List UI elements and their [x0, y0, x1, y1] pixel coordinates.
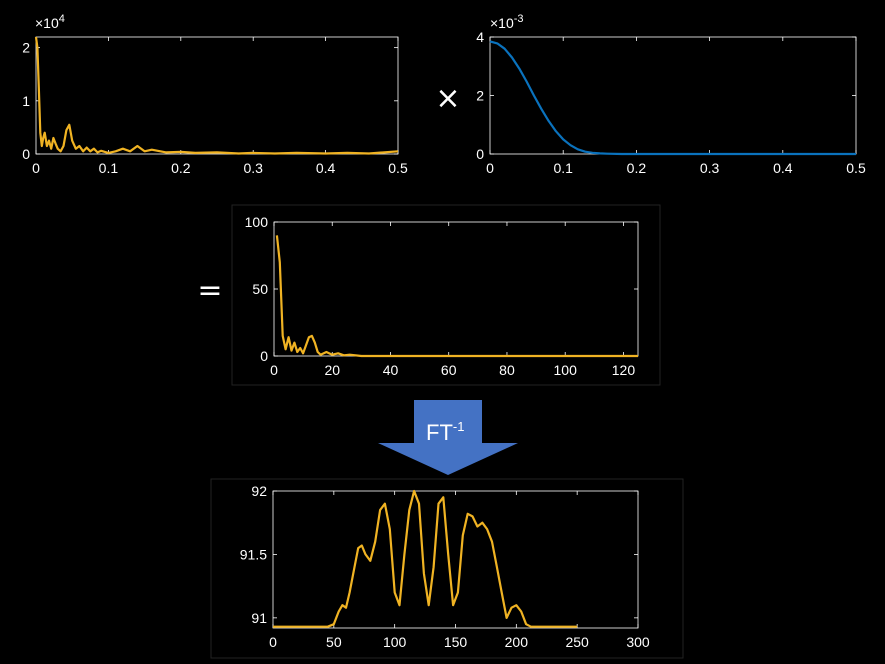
x-tick-label: 80 [499, 362, 515, 378]
x-tick-label: 0 [269, 634, 277, 650]
x-tick-label: 0.1 [553, 160, 573, 176]
x-tick-label: 0 [486, 160, 494, 176]
x-tick-label: 40 [383, 362, 399, 378]
x-tick-label: 0.4 [773, 160, 793, 176]
filter-chart: ×10-3 0 0.1 0.2 0.3 0.4 0.5 0 2 4 [476, 13, 866, 176]
arrow-shape [378, 400, 518, 475]
spectrum-exponent-label: ×104 [35, 13, 65, 31]
x-tick-label: 100 [383, 634, 407, 650]
filter-exponent-label: ×10-3 [490, 13, 524, 31]
x-tick-label: 0.4 [316, 160, 336, 176]
x-tick-label: 200 [505, 634, 529, 650]
inverse-transform-arrow: FT-1 [378, 400, 518, 475]
x-tick-label: 0.5 [846, 160, 866, 176]
series-line [34, 36, 399, 155]
spectrum-chart: ×104 0 0.1 0.2 0.3 0.4 0.5 0 1 2 [22, 13, 408, 176]
x-tick-label: 0.2 [627, 160, 647, 176]
x-tick-label: 20 [324, 362, 340, 378]
x-tick-label: 100 [554, 362, 578, 378]
plot-axes-box [489, 36, 857, 155]
multiply-operator: × [435, 81, 460, 116]
x-tick-label: 0 [32, 160, 40, 176]
x-tick-label: 300 [626, 634, 650, 650]
x-tick-label: 50 [326, 634, 342, 650]
plot-axes-box [272, 490, 639, 629]
series-line [273, 489, 578, 628]
plot-axes-box [273, 221, 639, 357]
x-tick-label: 0.1 [99, 160, 119, 176]
x-tick-label: 0 [270, 362, 278, 378]
x-tick-label: 150 [444, 634, 468, 650]
arrow-label: FT-1 [426, 419, 464, 445]
inverse-chart: 0 50 100 150 200 250 300 91 91.5 92 [210, 478, 684, 659]
y-tick-label: 4 [476, 29, 484, 45]
chart-frame [210, 478, 684, 659]
y-tick-label: 0 [260, 348, 268, 364]
y-tick-label: 91 [251, 610, 267, 626]
x-tick-label: 0.3 [700, 160, 720, 176]
series-line [275, 235, 638, 358]
x-tick-label: 120 [612, 362, 636, 378]
x-tick-label: 250 [565, 634, 589, 650]
series-line [489, 40, 856, 156]
equals-operator: = [197, 273, 222, 308]
x-tick-label: 0.3 [243, 160, 263, 176]
y-tick-label: 50 [252, 281, 268, 297]
chart-frame [231, 204, 661, 386]
y-tick-label: 0 [476, 146, 484, 162]
y-tick-label: 2 [476, 88, 484, 104]
y-tick-label: 100 [245, 214, 269, 230]
y-tick-label: 91.5 [240, 546, 267, 562]
x-tick-label: 60 [441, 362, 457, 378]
plot-axes-box [35, 36, 399, 155]
y-tick-label: 92 [251, 483, 267, 499]
x-tick-label: 0.5 [388, 160, 408, 176]
y-tick-label: 2 [22, 40, 30, 56]
y-tick-label: 1 [22, 93, 30, 109]
product-chart: 0 20 40 60 80 100 120 0 50 100 [231, 204, 661, 386]
x-tick-label: 0.2 [171, 160, 191, 176]
y-tick-label: 0 [22, 146, 30, 162]
